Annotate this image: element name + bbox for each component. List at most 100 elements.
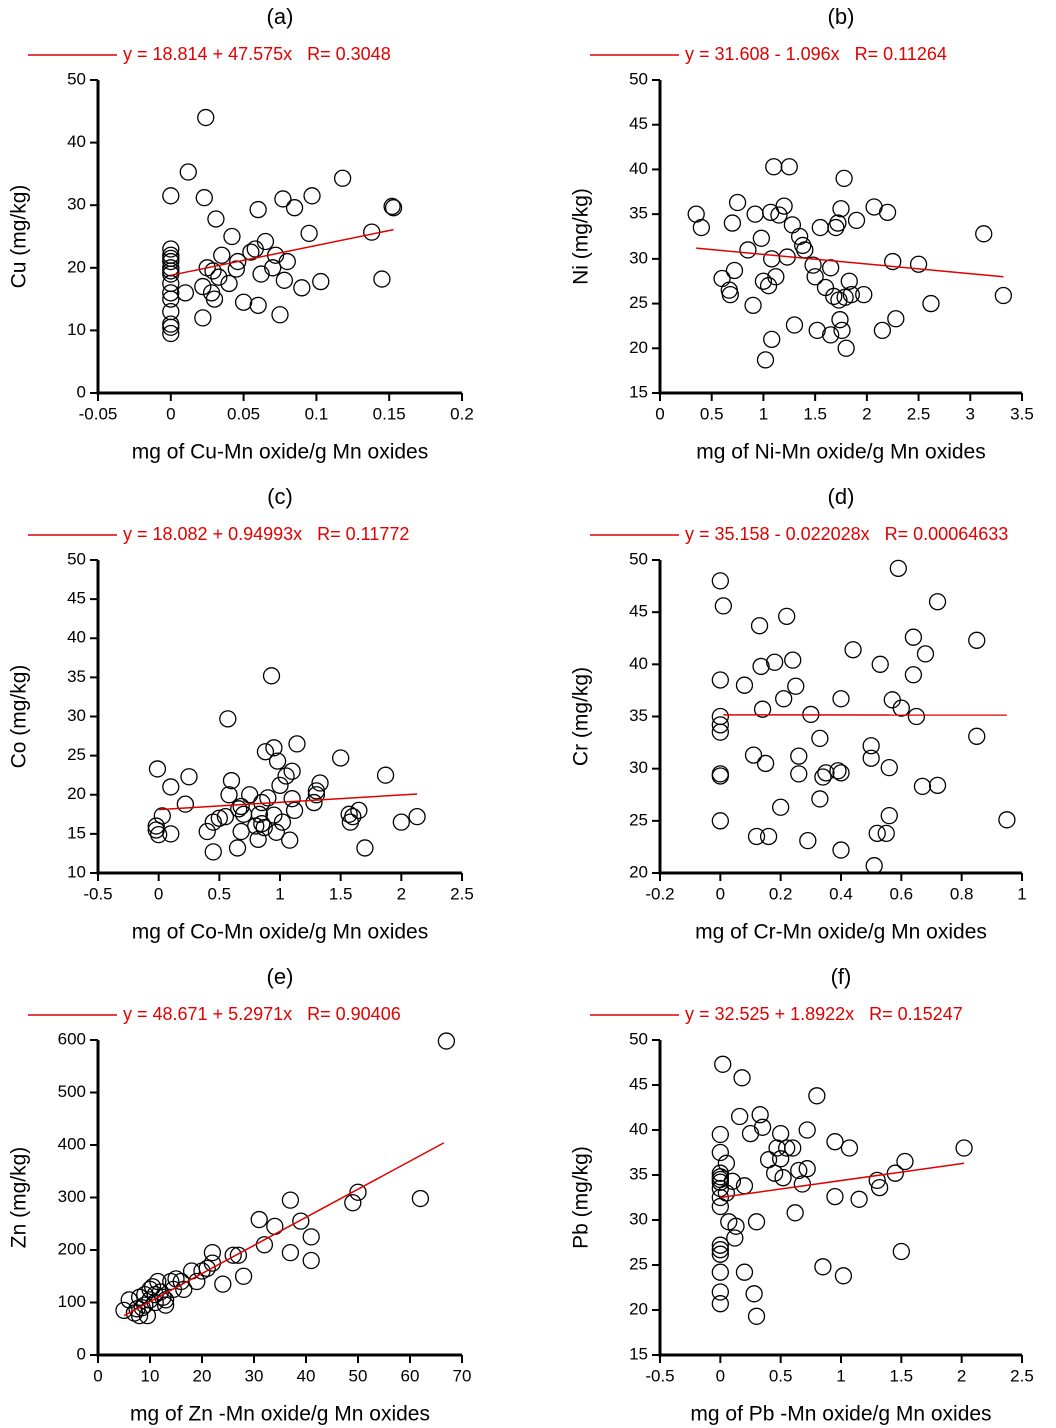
data-point [714,1055,732,1073]
x-tick-label: 70 [453,1366,472,1385]
y-tick-label: 30 [629,758,648,777]
data-point [892,699,910,717]
data-point [822,326,840,344]
data-point [242,243,260,261]
x-tick-label: 3 [966,404,975,423]
data-point [772,1150,790,1168]
data-point [156,1296,175,1314]
data-point [224,1246,242,1264]
data-point [909,255,928,273]
x-tick-label: 0.6 [890,884,914,903]
data-point [285,199,304,217]
y-tick-label: 35 [67,667,86,686]
data-point [302,1251,320,1270]
data-point [253,815,271,833]
data-point [730,1107,749,1126]
data-point [889,559,907,577]
data-point [128,1300,146,1318]
data-point [232,797,250,816]
x-tick-label: 2 [862,404,871,423]
data-point [162,778,180,796]
data-point [711,1245,729,1263]
data-point [363,223,381,241]
x-tick-label: 0 [655,404,664,423]
data-point [871,655,889,673]
y-tick-label: 45 [629,602,648,621]
data-point [763,250,781,268]
data-point [833,321,851,340]
data-point [752,657,770,676]
data-point [219,710,237,728]
data-point [753,700,772,718]
data-point [739,241,757,259]
data-point [840,272,858,290]
data-point [268,752,287,770]
x-tick-label: 0.05 [227,404,260,423]
x-tick-label: 2.5 [1010,1366,1034,1385]
y-tick-label: 30 [629,1209,648,1228]
x-tick-label: 3.5 [1010,404,1034,423]
legend-label: y = 18.814 + 47.575x R= 0.3048 [123,44,391,64]
data-point [153,807,171,825]
data-point [162,246,180,264]
data-point [311,774,329,792]
y-tick-label: 15 [629,382,648,401]
fit-line [123,1142,445,1317]
data-point [804,256,822,274]
x-tick-label: 0.5 [700,404,724,423]
y-axis-label: Ni (mg/kg) [570,188,593,285]
data-point [744,296,762,315]
x-tick-label: 1.5 [803,404,827,423]
data-point [711,572,729,590]
data-point [870,1178,889,1197]
panel-title: (f) [831,964,852,989]
data-point [283,762,301,780]
data-point [765,1164,784,1182]
data-point [147,817,165,835]
data-point [765,158,783,176]
data-point [774,1169,792,1187]
data-point [228,839,247,857]
data-point [835,169,853,188]
data-point [741,1124,760,1143]
data-point [344,1194,362,1212]
y-tick-label: 30 [629,248,648,267]
data-point [896,1152,914,1171]
x-tick-label: 2.5 [450,884,474,903]
data-point [162,302,180,321]
data-point [725,261,744,280]
data-point [213,246,231,264]
data-point [162,262,180,280]
legend-label: y = 31.608 - 1.096x R= 0.11264 [685,44,947,64]
y-tick-label: 15 [67,823,86,842]
data-point [975,225,993,243]
x-tick-label: 40 [297,1366,316,1385]
data-point [714,597,732,615]
data-point [175,1280,193,1299]
x-tick-label: -0.5 [83,884,112,903]
data-point [790,1161,808,1180]
data-point [775,197,793,215]
y-tick-label: 20 [629,338,648,357]
data-point [746,205,764,223]
x-tick-label: -0.5 [645,1366,674,1385]
y-tick-label: 35 [629,204,648,223]
data-point [763,330,781,348]
data-point [772,798,790,816]
data-point [195,189,213,207]
data-point [216,808,235,826]
legend-label: y = 35.158 - 0.022028x R= 0.00064633 [685,524,1008,544]
data-point [886,1164,904,1182]
y-tick-label: 40 [67,132,86,151]
data-point [753,1118,772,1136]
data-point [252,265,270,283]
data-point [162,284,180,302]
data-point [356,839,374,857]
data-point [904,666,923,684]
data-point [383,197,401,216]
data-point [275,271,294,289]
data-point [887,310,905,328]
data-point [180,768,198,786]
y-axis-label: Cu (mg/kg) [8,185,31,289]
